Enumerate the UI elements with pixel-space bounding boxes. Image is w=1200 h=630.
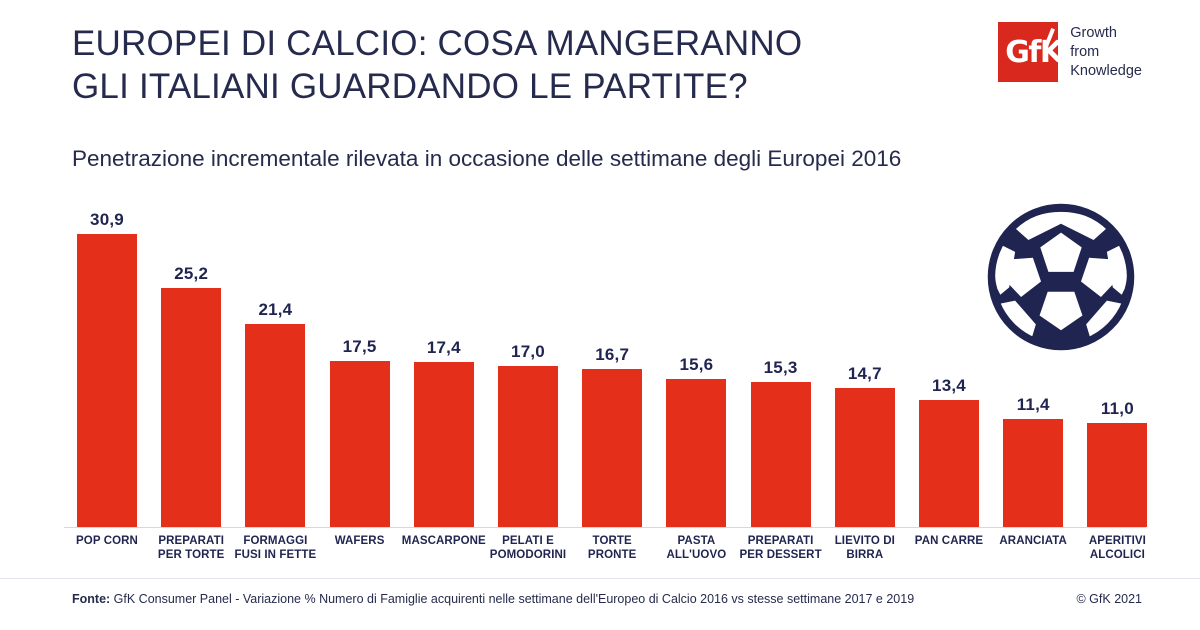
footer-source-text: GfK Consumer Panel - Variazione % Numero…	[110, 592, 915, 606]
bar[interactable]	[834, 387, 895, 527]
bar-value-label: 16,7	[595, 344, 630, 364]
bar-value-label: 25,2	[174, 264, 209, 284]
page-title: EUROPEI DI CALCIO: COSA MANGERANNO GLI I…	[72, 22, 892, 108]
bar-group[interactable]: 15,3	[739, 234, 823, 527]
bar-group[interactable]: 11,0	[1075, 234, 1159, 527]
bar-category-line: PRONTE	[587, 549, 637, 561]
bar-group[interactable]: 13,4	[907, 234, 991, 527]
bar-value-label: 17,0	[511, 341, 545, 361]
gfk-logo: GfK Growth from Knowledge	[998, 22, 1142, 82]
bar-category-line: POP CORN	[76, 535, 138, 547]
bar-category-line: ALCOLICI	[1089, 549, 1145, 561]
bar-category-line: MASCARPONE	[401, 535, 486, 547]
bar-category-label: LIEVITO DI BIRRA	[815, 534, 915, 562]
bar-category-line: APERITIVI	[1088, 535, 1146, 547]
gfk-logo-mark: GfK	[998, 22, 1059, 82]
bar-category-line: LIEVITO DI	[834, 535, 895, 547]
title-line-1: EUROPEI DI CALCIO: COSA MANGERANNO	[72, 24, 803, 63]
bar[interactable]	[1087, 422, 1148, 527]
bar-category-label: TORTE PRONTE	[562, 534, 662, 562]
bar-category-line: PELATI E	[502, 535, 554, 547]
bar-group[interactable]: 14,7	[823, 234, 907, 527]
bar-group[interactable]: 17,5	[318, 234, 402, 527]
bar-category-line: PREPARATI	[747, 535, 814, 547]
bar-category-line: BIRRA	[846, 549, 884, 561]
bar-category-line: WAFERS	[334, 535, 385, 547]
bar[interactable]	[919, 399, 979, 527]
bar-category-label: PAN CARRE	[899, 534, 999, 548]
bar-chart: 30,9 25,2 21,4 17,5 17,4 17,0 16,7 15,6 15,3 14,7…	[0, 190, 1200, 535]
bar-group[interactable]: 25,2	[149, 234, 233, 527]
bar-value-label: 15,6	[679, 355, 714, 375]
tagline-line-1: Growth	[1070, 25, 1117, 41]
footer-source-label: Fonte:	[72, 592, 111, 606]
bar-category-line: PREPARATI	[158, 535, 225, 547]
bar-value-label: 17,5	[342, 337, 377, 357]
bar-value-label: 14,7	[847, 363, 882, 383]
bar-category-line: POMODORINI	[489, 549, 567, 561]
bar-category-label: POP CORN	[57, 534, 157, 548]
bar-category-label: PELATI E POMODORINI	[478, 534, 578, 562]
bar-category-label: WAFERS	[310, 534, 410, 548]
bar-group[interactable]: 17,0	[486, 234, 570, 527]
bar-category-line: TORTE	[592, 535, 632, 547]
bar-group[interactable]: 16,7	[570, 234, 654, 527]
bar-category-label: FORMAGGI FUSI IN FETTE	[225, 534, 325, 562]
footer-copyright: © GfK 2021	[1076, 592, 1143, 606]
bar[interactable]	[245, 324, 306, 527]
bar-category-line: ALL'UOVO	[666, 549, 727, 561]
chart-baseline	[64, 527, 1146, 528]
tagline-line-3: Knowledge	[1070, 63, 1142, 79]
bar-category-line: FORMAGGI	[243, 535, 308, 547]
bar-value-label: 17,4	[426, 338, 461, 358]
bar[interactable]	[750, 381, 811, 527]
footer-source-note: Fonte: GfK Consumer Panel - Variazione %…	[72, 592, 914, 606]
bar-category-line: FUSI IN FETTE	[234, 549, 317, 561]
bar-value-label: 11,0	[1100, 398, 1134, 418]
gfk-logo-tagline: Growth from Knowledge	[1070, 22, 1142, 81]
bar-group[interactable]: 21,4	[233, 234, 317, 527]
bar-category-line: PASTA	[677, 535, 716, 547]
bar-group[interactable]: 30,9	[65, 210, 149, 527]
bar[interactable]	[1003, 418, 1064, 527]
bar-category-label: PREPARATI PER DESSERT	[731, 534, 831, 562]
bar-category-line: PER TORTE	[157, 549, 225, 561]
bar-group[interactable]: 17,4	[402, 234, 486, 527]
bar[interactable]	[413, 362, 474, 527]
bar-value-label: 11,4	[1016, 394, 1050, 414]
soccer-ball-icon	[987, 203, 1135, 351]
title-line-2: GLI ITALIANI GUARDANDO LE PARTITE?	[72, 67, 748, 106]
bar-category-line: ARANCIATA	[999, 535, 1067, 547]
bar-value-label: 15,3	[763, 357, 798, 377]
bar-category-label: ARANCIATA	[983, 534, 1083, 548]
bar-value-label: 13,4	[932, 375, 966, 395]
bar-category-label: APERITIVI ALCOLICI	[1067, 534, 1167, 562]
bar-group[interactable]: 11,4	[991, 234, 1075, 527]
page-subtitle: Penetrazione incrementale rilevata in oc…	[72, 146, 902, 171]
bar-category-label: PREPARATI PER TORTE	[141, 534, 241, 562]
bar-category-line: PAN CARRE	[914, 535, 984, 547]
bar-category-line: PER DESSERT	[739, 549, 822, 561]
tagline-line-2: from	[1070, 44, 1100, 60]
bar[interactable]	[666, 379, 727, 527]
bar[interactable]	[498, 365, 558, 527]
bar-group[interactable]: 15,6	[654, 234, 738, 527]
bar[interactable]	[77, 234, 137, 527]
bar[interactable]	[329, 361, 390, 527]
bar-value-label: 21,4	[258, 300, 293, 320]
bar[interactable]	[582, 368, 643, 527]
bar-value-label: 30,9	[90, 210, 124, 229]
bar-category-label: MASCARPONE	[394, 534, 494, 548]
bar[interactable]	[161, 288, 222, 527]
footer-divider	[0, 578, 1200, 579]
bar-category-label: PASTA ALL'UOVO	[646, 534, 746, 562]
